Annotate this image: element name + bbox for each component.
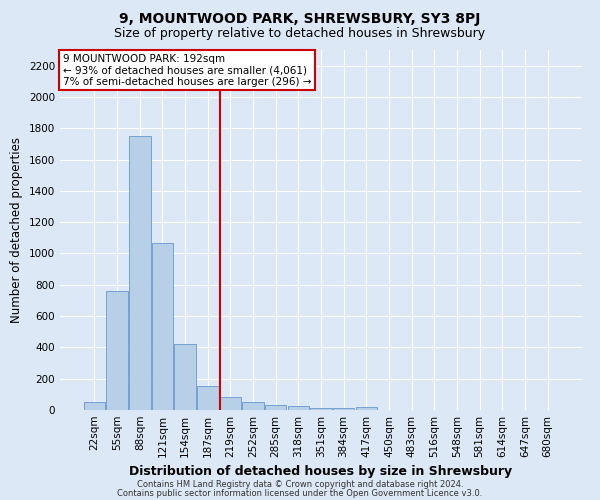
Bar (152, 242, 173, 410)
Bar (333, 408, 355, 410)
Bar (265, 404, 286, 410)
Bar (356, 407, 377, 410)
Bar (287, 406, 309, 410)
Y-axis label: Number of detached properties: Number of detached properties (10, 137, 23, 323)
Text: 9 MOUNTWOOD PARK: 192sqm
← 93% of detached houses are smaller (4,061)
7% of semi: 9 MOUNTWOOD PARK: 192sqm ← 93% of detach… (62, 54, 311, 87)
Bar (242, 402, 264, 410)
Bar (220, 398, 241, 410)
Text: 9, MOUNTWOOD PARK, SHREWSBURY, SY3 8PJ: 9, MOUNTWOOD PARK, SHREWSBURY, SY3 8PJ (119, 12, 481, 26)
Bar (84, 402, 105, 410)
X-axis label: Distribution of detached houses by size in Shrewsbury: Distribution of detached houses by size … (130, 466, 512, 478)
Bar (175, 344, 196, 410)
Bar (197, 386, 218, 410)
Text: Contains public sector information licensed under the Open Government Licence v3: Contains public sector information licen… (118, 488, 482, 498)
Bar (129, 136, 151, 410)
Bar (310, 408, 332, 410)
Text: Size of property relative to detached houses in Shrewsbury: Size of property relative to detached ho… (115, 28, 485, 40)
Text: Contains HM Land Registry data © Crown copyright and database right 2024.: Contains HM Land Registry data © Crown c… (137, 480, 463, 489)
Bar (106, 291, 128, 410)
